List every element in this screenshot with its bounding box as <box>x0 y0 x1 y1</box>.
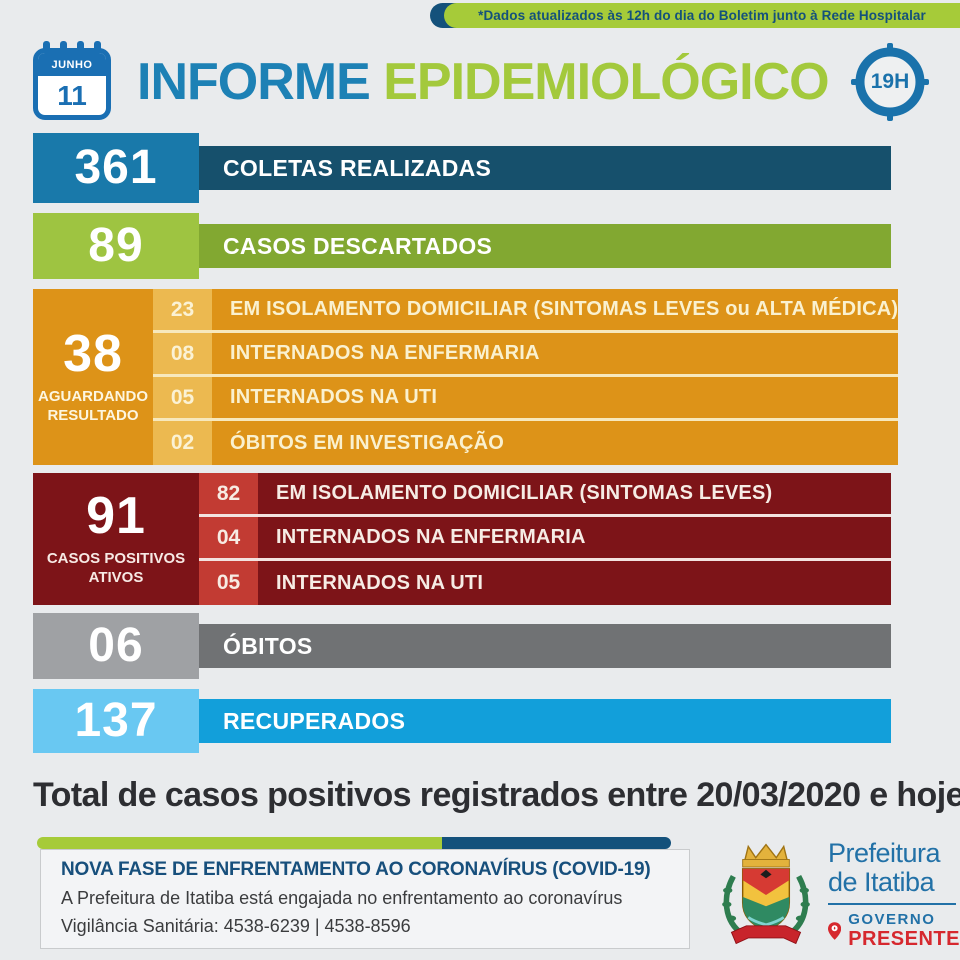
stat-value: 91 <box>86 487 146 546</box>
stat-row-coletas: 361 COLETAS REALIZADAS <box>33 133 891 203</box>
accent-bar-blue <box>442 837 671 849</box>
governo-presente: GOVERNO PRESENTE <box>828 911 960 951</box>
calendar-ring-icon <box>94 41 101 53</box>
stat-sub-rows: 23 EM ISOLAMENTO DOMICILIAR (SINTOMAS LE… <box>153 289 899 465</box>
gov-line-1: GOVERNO <box>848 910 936 928</box>
accent-bar <box>37 837 671 849</box>
stat-value: 38 <box>63 325 123 384</box>
stat-sub-row: 23 EM ISOLAMENTO DOMICILIAR (SINTOMAS LE… <box>153 289 899 333</box>
sub-value: 04 <box>199 517 258 558</box>
stat-sub-row: 05 INTERNADOS NA UTI <box>199 561 891 605</box>
stat-row-recuperados: 137 RECUPERADOS <box>33 689 891 753</box>
stat-group-aguardando: 38 AGUARDANDO RESULTADO 23 EM ISOLAMENTO… <box>33 289 899 465</box>
gov-line-2: PRESENTE <box>848 927 960 950</box>
total-cases-line: Total de casos positivos registrados ent… <box>33 776 960 814</box>
stat-sub-row: 05 INTERNADOS NA UTI <box>153 377 899 421</box>
clock-ring <box>851 43 929 121</box>
sub-value: 23 <box>153 289 212 330</box>
stats-list: 361 COLETAS REALIZADAS 89 CASOS DESCARTA… <box>33 133 899 763</box>
stat-value: 06 <box>88 619 144 672</box>
sub-value: 05 <box>199 561 258 605</box>
sub-label: INTERNADOS NA UTI <box>212 377 899 418</box>
brand-divider <box>828 902 956 905</box>
stat-value-block: 361 <box>33 133 199 203</box>
stat-label-bar: ÓBITOS <box>199 624 891 668</box>
stat-label-bar: RECUPERADOS <box>199 699 891 743</box>
stat-label: ÓBITOS <box>223 632 313 659</box>
calendar-ring-icon <box>43 41 50 53</box>
location-pin-icon <box>828 921 842 940</box>
sub-label: INTERNADOS NA ENFERMARIA <box>212 333 899 374</box>
stat-sub-row: 02 ÓBITOS EM INVESTIGAÇÃO <box>153 421 899 465</box>
top-note-bar: *Dados atualizados às 12h do dia do Bole… <box>430 3 960 28</box>
org-name-line-2: de Itatiba <box>828 866 935 897</box>
accent-bar-green <box>37 837 442 849</box>
stat-label-bar: CASOS DESCARTADOS <box>199 224 891 268</box>
stat-row-descartados: 89 CASOS DESCARTADOS <box>33 213 891 279</box>
sub-label: INTERNADOS NA UTI <box>258 561 891 605</box>
top-note-text: *Dados atualizados às 12h do dia do Bole… <box>478 8 926 23</box>
notice-line-2: Vigilância Sanitária: 4538-6239 | 4538-8… <box>61 916 411 936</box>
sub-value: 02 <box>153 421 212 465</box>
org-name-line-1: Prefeitura <box>828 838 941 869</box>
page-title: INFORME EPIDEMIOLÓGICO <box>137 52 830 112</box>
stat-value: 137 <box>74 694 158 747</box>
stat-label-bar: COLETAS REALIZADAS <box>199 146 891 190</box>
sub-value: 05 <box>153 377 212 418</box>
page-title-informe: INFORME <box>137 53 371 111</box>
top-note-green-pill: *Dados atualizados às 12h do dia do Bole… <box>444 3 960 28</box>
notice-line-1: A Prefeitura de Itatiba está engajada no… <box>61 888 623 908</box>
stat-value: 361 <box>74 141 158 194</box>
sub-label: EM ISOLAMENTO DOMICILIAR (SINTOMAS LEVES… <box>258 473 891 514</box>
notice-section: NOVA FASE DE ENFRENTAMENTO AO CORONAVÍRU… <box>37 837 690 951</box>
stat-value-block: 06 <box>33 613 199 679</box>
calendar-frame: JUNHO 11 <box>33 48 111 120</box>
calendar-ring-icon <box>60 41 67 53</box>
sub-label: INTERNADOS NA ENFERMARIA <box>258 517 891 558</box>
sub-value: 82 <box>199 473 258 514</box>
sub-label: EM ISOLAMENTO DOMICILIAR (SINTOMAS LEVES… <box>212 289 899 330</box>
stat-label: AGUARDANDO RESULTADO <box>38 388 148 424</box>
stat-sub-row: 04 INTERNADOS NA ENFERMARIA <box>199 517 891 561</box>
stat-group-positivos: 91 CASOS POSITIVOS ATIVOS 82 EM ISOLAMEN… <box>33 473 891 605</box>
calendar-month: JUNHO <box>38 53 106 76</box>
stat-sub-row: 08 INTERNADOS NA ENFERMARIA <box>153 333 899 377</box>
header: JUNHO 11 INFORME EPIDEMIOLÓGICO 19H <box>33 41 930 122</box>
footer: NOVA FASE DE ENFRENTAMENTO AO CORONAVÍRU… <box>37 837 960 951</box>
gov-text: GOVERNO PRESENTE <box>848 911 960 951</box>
city-brand: Prefeitura de Itatiba GOVERNO PRESENTE <box>714 839 960 951</box>
clock-time: 19H <box>870 70 910 93</box>
page-title-epidemiologico: EPIDEMIOLÓGICO <box>383 53 829 111</box>
stat-label: CASOS DESCARTADOS <box>223 232 493 259</box>
stat-value-block: 89 <box>33 213 199 279</box>
itatiba-coat-of-arms <box>722 843 810 945</box>
stat-value-block: 91 CASOS POSITIVOS ATIVOS <box>33 473 199 605</box>
calendar-icon: JUNHO 11 <box>33 41 111 120</box>
notice-title: NOVA FASE DE ENFRENTAMENTO AO CORONAVÍRU… <box>61 859 651 880</box>
stat-label: CASOS POSITIVOS ATIVOS <box>46 550 186 586</box>
stat-value: 89 <box>88 219 144 272</box>
calendar-ring-icon <box>77 41 84 53</box>
calendar-day: 11 <box>57 79 87 111</box>
stat-row-obitos: 06 ÓBITOS <box>33 613 891 679</box>
notice-box: NOVA FASE DE ENFRENTAMENTO AO CORONAVÍRU… <box>40 849 690 949</box>
stat-sub-rows: 82 EM ISOLAMENTO DOMICILIAR (SINTOMAS LE… <box>199 473 891 605</box>
brand-text: Prefeitura de Itatiba GOVERNO PRESENTE <box>828 839 960 950</box>
stat-value-block: 38 AGUARDANDO RESULTADO <box>33 289 153 465</box>
sub-value: 08 <box>153 333 212 374</box>
stat-value-block: 137 <box>33 689 199 753</box>
stat-label: RECUPERADOS <box>223 707 406 734</box>
sub-label: ÓBITOS EM INVESTIGAÇÃO <box>212 421 899 465</box>
stat-label: COLETAS REALIZADAS <box>223 154 492 181</box>
clock-icon: 19H <box>850 42 930 122</box>
stat-sub-row: 82 EM ISOLAMENTO DOMICILIAR (SINTOMAS LE… <box>199 473 891 517</box>
